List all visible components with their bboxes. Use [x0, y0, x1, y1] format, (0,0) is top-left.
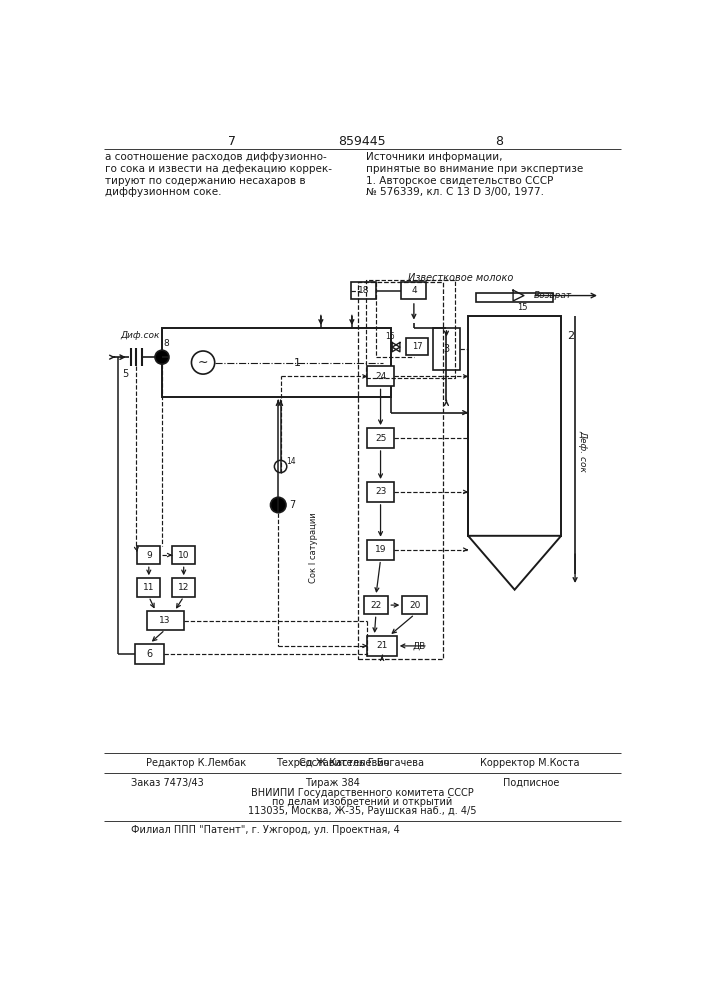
Bar — [468, 316, 561, 536]
Text: по делам изобретений и открытий: по делам изобретений и открытий — [271, 797, 452, 807]
Bar — [358, 282, 443, 659]
Text: 2: 2 — [567, 331, 574, 341]
Text: 8: 8 — [495, 135, 503, 148]
Bar — [366, 280, 455, 378]
Text: 113035, Москва, Ж-35, Раушская наб., д. 4/5: 113035, Москва, Ж-35, Раушская наб., д. … — [247, 806, 477, 816]
Bar — [137, 546, 160, 564]
Circle shape — [192, 351, 215, 374]
Text: 8: 8 — [163, 339, 169, 348]
Text: 13: 13 — [159, 616, 171, 625]
Text: 3: 3 — [443, 344, 450, 354]
Text: Редактор К.Лембак: Редактор К.Лембак — [146, 758, 247, 768]
Text: 21: 21 — [376, 641, 387, 650]
Text: 11: 11 — [143, 583, 155, 592]
Bar — [162, 328, 391, 397]
Text: 7: 7 — [289, 500, 296, 510]
Text: ДВ: ДВ — [412, 641, 426, 650]
Text: Техред Ж.Кастелевич: Техред Ж.Кастелевич — [276, 758, 390, 768]
Bar — [146, 611, 184, 630]
Text: 15: 15 — [517, 303, 527, 312]
Text: Источники информации,
принятые во внимание при экспертизе
1. Авторское свидетель: Источники информации, принятые во вниман… — [366, 152, 583, 197]
Text: 14: 14 — [286, 457, 296, 466]
Text: 5: 5 — [122, 369, 129, 379]
Text: Подписное: Подписное — [503, 778, 559, 788]
Text: 6: 6 — [146, 649, 153, 659]
Text: Деф. сок: Деф. сок — [578, 430, 588, 472]
Circle shape — [155, 350, 169, 364]
Bar — [368, 636, 397, 656]
Text: ∼: ∼ — [198, 356, 209, 369]
Bar — [406, 338, 428, 355]
Text: Корректор М.Коста: Корректор М.Коста — [480, 758, 579, 768]
Text: а соотношение расходов диффузионно-
го сока и извести на дефекацию коррек-
тирую: а соотношение расходов диффузионно- го с… — [105, 152, 332, 197]
Text: Возврат: Возврат — [534, 291, 572, 300]
Bar — [363, 596, 388, 614]
Text: 4: 4 — [411, 286, 416, 295]
Text: ВНИИПИ Государственного комитета СССР: ВНИИПИ Государственного комитета СССР — [250, 788, 473, 798]
Circle shape — [274, 460, 287, 473]
Text: 18: 18 — [358, 286, 369, 295]
Bar — [402, 596, 427, 614]
Bar — [368, 540, 394, 560]
Bar — [368, 428, 394, 448]
Text: 25: 25 — [375, 434, 386, 443]
Bar — [402, 282, 426, 299]
Text: 20: 20 — [409, 601, 421, 610]
Text: Тираж 384: Тираж 384 — [305, 778, 361, 788]
Text: 7: 7 — [228, 135, 235, 148]
Text: 9: 9 — [146, 551, 152, 560]
Bar — [351, 282, 376, 299]
Text: 23: 23 — [375, 487, 386, 496]
Bar — [172, 546, 195, 564]
Text: 10: 10 — [178, 551, 189, 560]
Text: 1: 1 — [294, 358, 301, 368]
Text: Составитель Г.Богачева: Составитель Г.Богачева — [300, 758, 424, 768]
Text: 19: 19 — [375, 545, 386, 554]
Text: Сок I сатурации: Сок I сатурации — [309, 512, 317, 583]
Text: 22: 22 — [370, 601, 382, 610]
Text: Известковое молоко: Известковое молоко — [408, 273, 513, 283]
Circle shape — [271, 497, 286, 513]
Bar — [368, 482, 394, 502]
Text: 859445: 859445 — [338, 135, 386, 148]
Text: 17: 17 — [411, 342, 422, 351]
Bar — [368, 366, 394, 386]
Polygon shape — [468, 536, 561, 590]
Bar — [172, 578, 195, 597]
Bar — [476, 293, 554, 302]
Text: 12: 12 — [178, 583, 189, 592]
Bar — [433, 328, 460, 370]
Text: Заказ 7473/43: Заказ 7473/43 — [131, 778, 204, 788]
Text: Диф.сок: Диф.сок — [121, 331, 160, 340]
Text: 24: 24 — [375, 372, 386, 381]
Text: Филиал ППП "Патент", г. Ужгород, ул. Проектная, 4: Филиал ППП "Патент", г. Ужгород, ул. Про… — [131, 825, 399, 835]
Bar — [135, 644, 164, 664]
Bar — [137, 578, 160, 597]
Text: 16: 16 — [385, 332, 395, 341]
